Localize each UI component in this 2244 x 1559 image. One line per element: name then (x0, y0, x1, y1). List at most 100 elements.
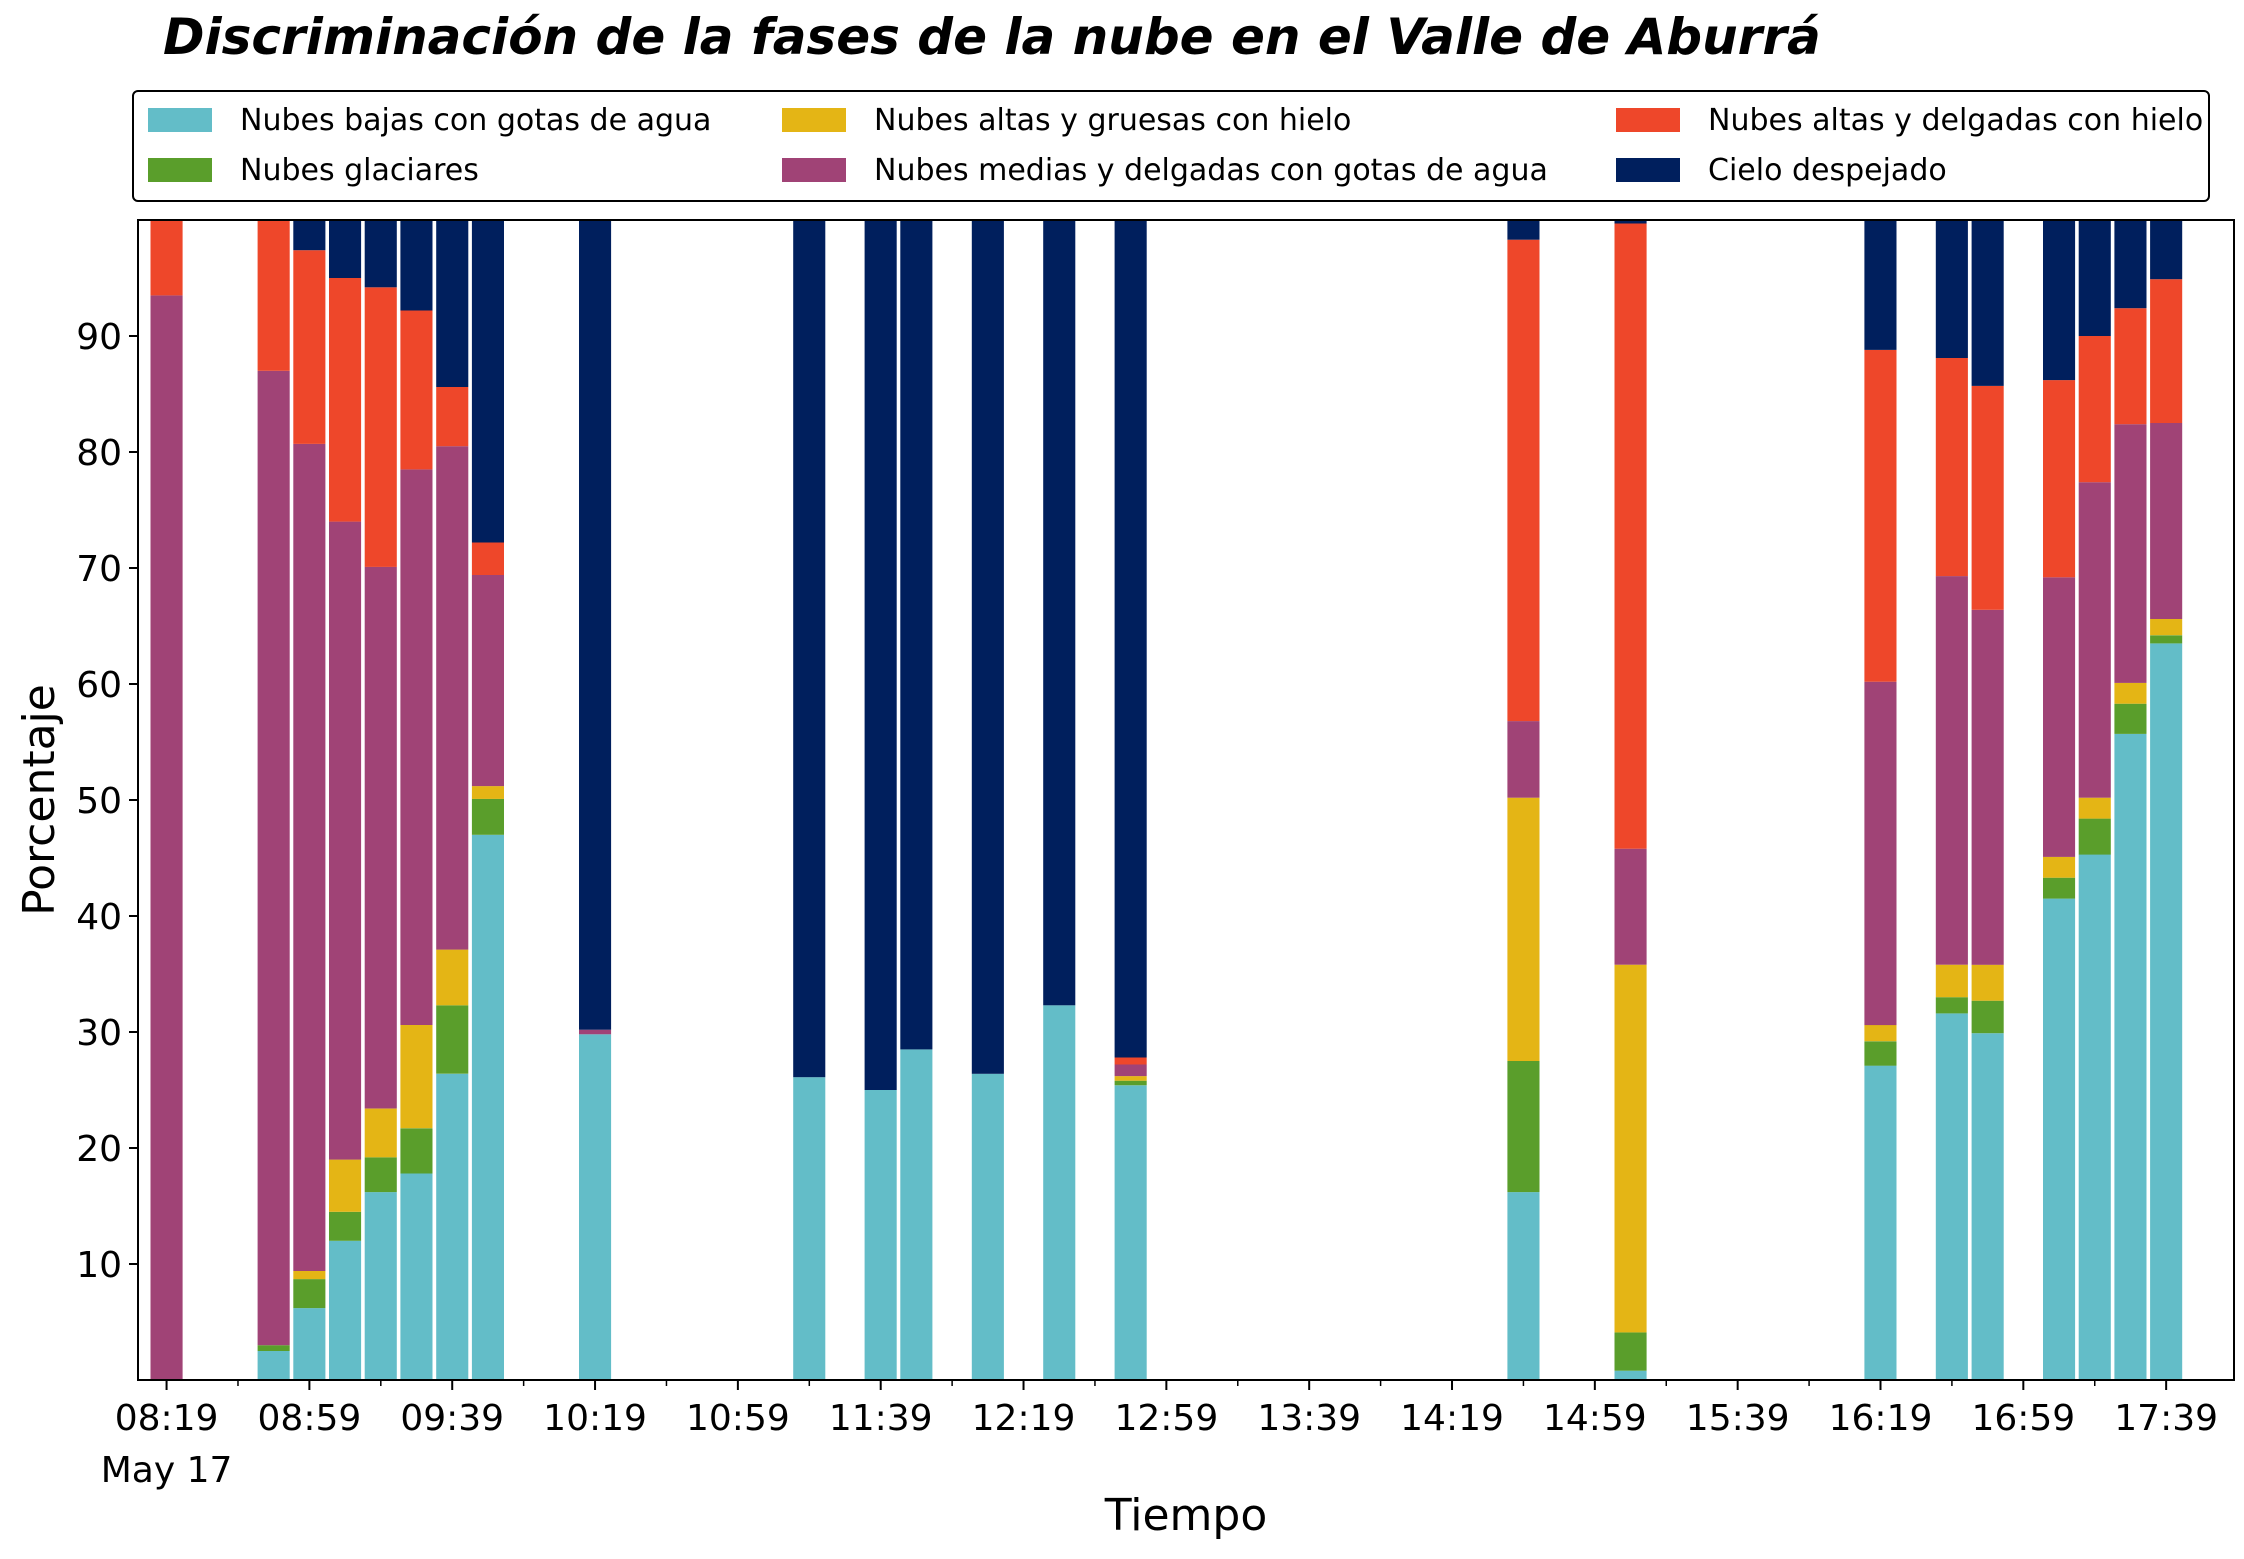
bar-segment (793, 1077, 826, 1380)
legend-swatch (148, 158, 212, 182)
y-tick-label: 40 (76, 897, 122, 938)
y-axis-label: Porcentaje (14, 684, 65, 916)
bar-segment (293, 443, 326, 1271)
bar-segment (2078, 336, 2111, 483)
x-tick-label: 15:39 (1686, 1398, 1790, 1439)
x-tick-label: 14:59 (1543, 1398, 1647, 1439)
bar-segment (364, 1157, 397, 1193)
bar-segment (471, 786, 504, 799)
bar-segment (471, 220, 504, 543)
x-tick-label: 16:59 (1971, 1398, 2075, 1439)
bar-segment (864, 1090, 897, 1380)
bar-segment (1507, 1192, 1540, 1380)
bar-segment (257, 1351, 290, 1380)
chart-title: Discriminación de la fases de la nube en… (163, 8, 1821, 66)
x-tick-label: 16:19 (1829, 1398, 1933, 1439)
y-axis: 10 20 30 40 50 60 70 80 90 (76, 317, 138, 1286)
bar-segment (400, 1128, 433, 1174)
bar-segment (257, 220, 290, 371)
bar-segment (2078, 854, 2111, 1380)
legend-item-cielo-despejado: Cielo despejado (1616, 150, 1947, 190)
bar-segment (1864, 1065, 1897, 1380)
bar-segment (1864, 1025, 1897, 1042)
bar-segment (1507, 721, 1540, 798)
bar-segment (2114, 220, 2147, 309)
bar-segment (2043, 220, 2076, 381)
bar-segment (1614, 1332, 1647, 1371)
legend-swatch (782, 158, 846, 182)
bar-segment (1935, 220, 1968, 358)
legend-item-nubes-bajas: Nubes bajas con gotas de agua (148, 100, 711, 140)
y-tick-label: 70 (76, 549, 122, 590)
bar-segment (900, 1049, 933, 1380)
bar-segment (150, 295, 183, 1380)
bar-segment (2043, 877, 2076, 899)
bar-segment (329, 278, 362, 522)
bar-segment (1114, 1085, 1147, 1380)
x-tick-label: 10:19 (543, 1398, 647, 1439)
legend-item-nubes-altas-gruesas: Nubes altas y gruesas con hielo (782, 100, 1351, 140)
bar-segment (329, 521, 362, 1160)
bar-segment (293, 1271, 326, 1280)
bar-segment (1614, 848, 1647, 965)
bar-segment (2078, 797, 2111, 819)
bar-segment (471, 798, 504, 835)
bar-segment (1971, 609, 2004, 965)
bar-segment (971, 1073, 1004, 1380)
plot-frame (137, 219, 2235, 1381)
bar-segment (2150, 220, 2183, 280)
bar-segment (257, 370, 290, 1346)
bar-segment (1507, 1061, 1540, 1193)
x-tick-label: 09:39 (400, 1398, 504, 1439)
legend-label: Cielo despejado (1708, 152, 1947, 188)
x-tick-label: 17:39 (2114, 1398, 2218, 1439)
x-axis-label: Tiempo (1104, 1490, 1268, 1541)
bar-segment (364, 220, 397, 288)
bar-segment (1507, 797, 1540, 1061)
bar-segment (2150, 423, 2183, 619)
bar-segment (1935, 1013, 1968, 1380)
x-tick-label: 11:39 (829, 1398, 933, 1439)
bar-segment (1935, 997, 1968, 1014)
bar-segment (2150, 635, 2183, 644)
bar-segment (1935, 358, 1968, 577)
bar-segment (1864, 1041, 1897, 1066)
y-tick-label: 10 (76, 1245, 122, 1286)
legend-swatch (782, 108, 846, 132)
bar-segment (400, 469, 433, 1025)
bar-segment (1043, 1005, 1076, 1380)
x-tick-date-label: May 17 (101, 1450, 233, 1491)
bar-segment (471, 542, 504, 575)
bar-segment (400, 1173, 433, 1380)
legend-label: Nubes altas y gruesas con hielo (874, 102, 1352, 138)
bar-segment (2150, 279, 2183, 423)
bar-segment (400, 220, 433, 311)
bar-segment (1614, 220, 1647, 224)
bar-segment (1935, 964, 1968, 998)
bar-segment (1971, 964, 2004, 1001)
bar-segment (2043, 898, 2076, 1380)
bar-segment (971, 220, 1004, 1074)
bar-segment (471, 575, 504, 787)
bar-segment (400, 1025, 433, 1129)
x-tick-label: 08:59 (258, 1398, 362, 1439)
bar-segment (2114, 682, 2147, 704)
bar-segment (1114, 1076, 1147, 1081)
bar-segment (1864, 220, 1897, 350)
legend-swatch (1616, 158, 1680, 182)
bar-segment (1614, 223, 1647, 849)
bar-segment (436, 387, 469, 447)
bar-segment (1114, 1064, 1147, 1077)
bar-segment (471, 834, 504, 1380)
y-tick-label: 50 (76, 781, 122, 822)
bar-segment (1614, 1370, 1647, 1380)
bar-segment (436, 220, 469, 387)
bar-segment (1507, 239, 1540, 722)
bar-segment (436, 1073, 469, 1380)
bar-segment (436, 1005, 469, 1074)
legend-label: Nubes medias y delgadas con gotas de agu… (874, 152, 1548, 188)
bar-segment (1114, 1080, 1147, 1086)
bar-segment (293, 1279, 326, 1309)
bar-segment (793, 220, 826, 1078)
legend-swatch (148, 108, 212, 132)
